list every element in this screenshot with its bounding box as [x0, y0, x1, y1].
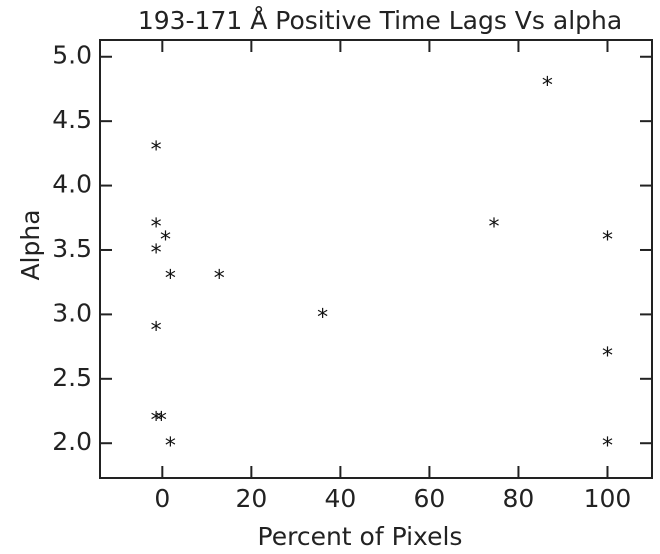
point: *: [214, 267, 225, 292]
x-axis-title: Percent of Pixels: [258, 522, 463, 551]
point: *: [602, 434, 613, 459]
y-tick-label: 4.0: [52, 170, 92, 199]
point: *: [151, 408, 162, 433]
point: *: [165, 267, 176, 292]
y-axis-title: Alpha: [16, 209, 45, 280]
point: *: [151, 138, 162, 163]
point: *: [602, 344, 613, 369]
point: *: [151, 318, 162, 343]
y-tick-label: 2.0: [52, 427, 92, 456]
y-tick-label: 5.0: [52, 41, 92, 70]
y-tick-label: 3.5: [52, 234, 92, 263]
point: *: [317, 305, 328, 330]
point: *: [488, 215, 499, 240]
x-tick-label: 80: [503, 484, 535, 513]
x-tick-label: 40: [324, 484, 356, 513]
y-tick-label: 4.5: [52, 105, 92, 134]
x-tick-label: 60: [414, 484, 446, 513]
point: *: [160, 228, 171, 253]
point: *: [542, 74, 553, 99]
point: *: [156, 408, 167, 433]
chart-title: 193-171 Å Positive Time Lags Vs alpha: [138, 6, 622, 35]
point: *: [151, 241, 162, 266]
point: *: [151, 215, 162, 240]
x-tick-label: 0: [154, 484, 170, 513]
y-tick-label: 3.0: [52, 298, 92, 327]
y-tick-label: 2.5: [52, 363, 92, 392]
x-tick-label: 100: [584, 484, 632, 513]
point: *: [165, 434, 176, 459]
point: *: [602, 228, 613, 253]
plot-frame: [99, 39, 653, 479]
x-tick-label: 20: [235, 484, 267, 513]
